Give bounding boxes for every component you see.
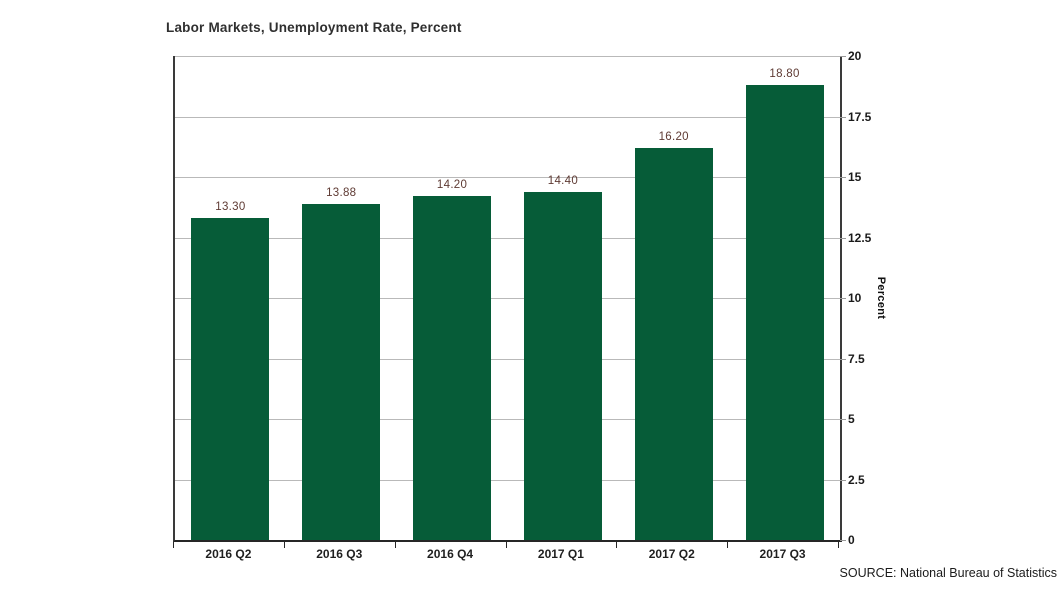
y-tick-label: 20 xyxy=(848,49,862,63)
bar-value-label: 14.20 xyxy=(436,179,468,192)
y-axis-tick xyxy=(840,298,846,299)
x-axis-tick xyxy=(505,542,507,548)
bar-2016 Q4 xyxy=(413,196,492,540)
plot-area: 13.30 13.88 14.20 14.40 16.20 18.80 xyxy=(173,56,842,542)
bar-slot-2016 Q3: 13.88 xyxy=(286,56,397,540)
x-tick-label: 2016 Q4 xyxy=(427,547,474,561)
source-note: SOURCE: National Bureau of Statistics xyxy=(839,566,1057,580)
bar-slot-2017 Q2: 16.20 xyxy=(618,56,729,540)
gridline-20 xyxy=(175,56,840,57)
y-tick-label: 12.5 xyxy=(848,230,872,245)
gridline-10 xyxy=(175,298,840,299)
x-axis-tick xyxy=(173,542,174,548)
y-axis-tick xyxy=(840,237,846,239)
y-tick-label: 5 xyxy=(848,412,855,426)
x-axis-tick xyxy=(727,542,729,548)
y-tick-label: 10 xyxy=(848,291,862,305)
y-axis-tick xyxy=(840,358,846,360)
bar-slot-2016 Q2: 13.30 xyxy=(175,56,286,540)
y-tick-label: 2.5 xyxy=(848,472,865,487)
x-tick-label: 2016 Q3 xyxy=(316,547,363,561)
y-tick-label: 7.5 xyxy=(848,351,865,366)
bar-slot-2016 Q4: 14.20 xyxy=(397,56,508,540)
y-tick-label: 17.5 xyxy=(848,109,872,124)
x-tick-label: 2016 Q2 xyxy=(205,547,252,561)
x-axis-tick xyxy=(394,542,396,548)
y-axis-tick xyxy=(840,177,846,178)
y-tick-label: 15 xyxy=(848,170,862,184)
bar-value-label: 13.88 xyxy=(326,187,357,200)
bar-slot-2017 Q3: 18.80 xyxy=(729,56,840,540)
x-axis-tick xyxy=(283,542,285,548)
gridline-15 xyxy=(175,177,840,178)
x-axis-tick xyxy=(616,542,618,548)
chart-title: Labor Markets, Unemployment Rate, Percen… xyxy=(166,20,462,35)
bar-value-label: 13.30 xyxy=(215,201,246,214)
bar-value-label: 18.80 xyxy=(769,68,800,81)
bar-value-label: 14.40 xyxy=(547,174,579,187)
y-axis-tick xyxy=(840,116,846,118)
bar-2017 Q1 xyxy=(523,191,602,540)
gridline-2.5 xyxy=(175,479,840,481)
x-tick-label: 2017 Q1 xyxy=(537,547,584,561)
y-axis-tick xyxy=(840,419,846,420)
y-axis-title: Percent xyxy=(875,276,887,320)
gridline-5 xyxy=(175,419,840,420)
y-axis-tick xyxy=(840,56,846,57)
bar-2017 Q2 xyxy=(634,147,713,540)
y-axis-tick xyxy=(840,540,846,541)
y-tick-label: 0 xyxy=(848,533,855,547)
x-tick-label: 2017 Q3 xyxy=(759,547,806,561)
y-axis-tick xyxy=(840,479,846,481)
x-axis-tick xyxy=(838,542,839,548)
bar-2016 Q2 xyxy=(191,218,270,540)
gridline-17.5 xyxy=(175,116,840,118)
bar-2017 Q3 xyxy=(745,85,824,540)
bar-value-label: 16.20 xyxy=(658,130,689,143)
bar-slot-2017 Q1: 14.40 xyxy=(508,56,619,540)
gridline-12.5 xyxy=(175,237,840,239)
x-tick-label: 2017 Q2 xyxy=(648,547,695,561)
bar-2016 Q3 xyxy=(302,204,381,540)
gridline-7.5 xyxy=(175,358,840,360)
